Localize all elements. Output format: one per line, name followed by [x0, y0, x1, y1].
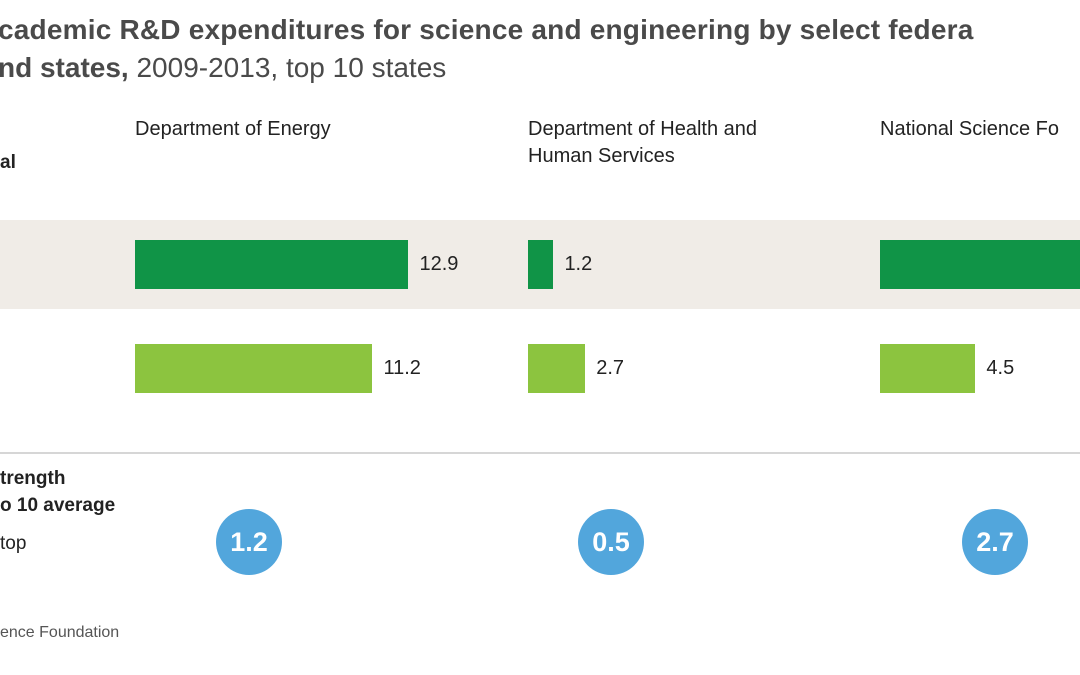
strength-circle-nsf: 2.7 — [962, 509, 1028, 575]
strength-label-line2: o 10 average — [0, 495, 116, 516]
strength-label-line3: top — [0, 533, 27, 554]
bar-state-1 — [528, 240, 554, 289]
section-divider — [0, 452, 1080, 454]
column-header-line1: National Science Fo — [880, 118, 1059, 140]
column-header-line2: Human Services — [528, 145, 675, 167]
chart-subtitle: 2009-2013, top 10 states — [128, 52, 447, 83]
strength-circle-energy: 1.2 — [216, 509, 282, 575]
chart-title-line2: nd states, 2009-2013, top 10 states — [0, 52, 446, 84]
bar-label-top10-1: 2.7 — [596, 357, 625, 379]
chart-title-bold-part: nd states, — [0, 52, 129, 83]
bar-top10-0 — [135, 344, 373, 393]
row-header-label: al — [0, 152, 16, 173]
column-header-line1: Department of Energy — [135, 118, 331, 140]
strength-circle-health: 0.5 — [578, 509, 644, 575]
column-header-health: Department of Health and Human Services — [528, 116, 757, 170]
strength-label-line1: trength — [0, 468, 66, 489]
bar-label-top10-2: 4.5 — [986, 357, 1015, 379]
bar-top10-1 — [528, 344, 586, 393]
column-header-energy: Department of Energy — [135, 116, 331, 143]
bar-top10-2 — [880, 344, 976, 393]
bar-label-top10-0: 11.2 — [383, 357, 421, 379]
bar-state-2 — [880, 240, 1080, 289]
bar-label-state-0: 12.9 — [419, 253, 459, 275]
column-header-line1: Department of Health and — [528, 118, 758, 140]
chart-title-line1: cademic R&D expenditures for science and… — [0, 14, 974, 45]
column-header-nsf: National Science Fo — [880, 116, 1059, 143]
bar-label-state-1: 1.2 — [564, 253, 593, 275]
bar-state-0 — [135, 240, 409, 289]
source-note: ence Foundation — [0, 624, 120, 641]
